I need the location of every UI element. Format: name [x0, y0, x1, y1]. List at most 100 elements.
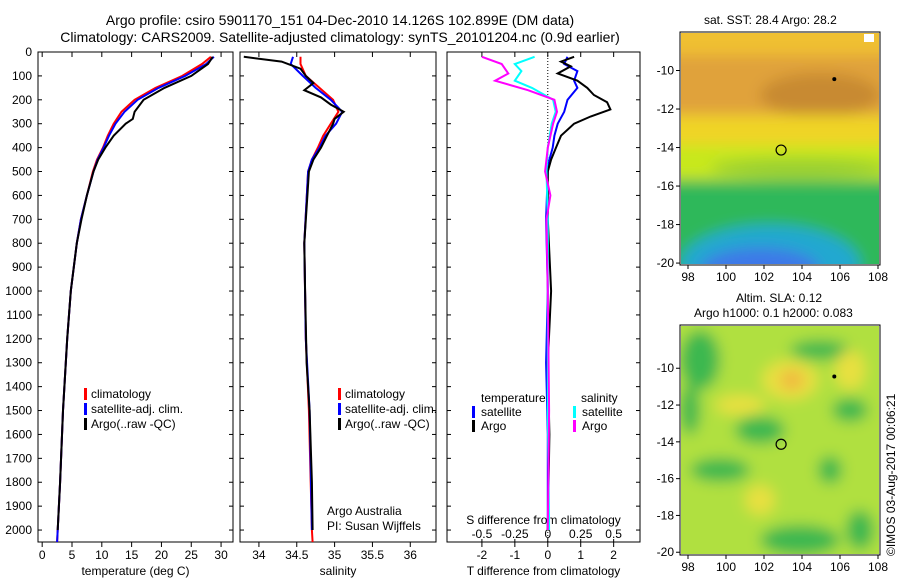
sst-field: [760, 73, 879, 117]
y-tick-label: 1000: [5, 284, 32, 298]
plot-frame: [446, 51, 641, 543]
x-tick-label: 35: [328, 548, 342, 562]
legend-label: Argo(..raw -QC): [91, 417, 176, 431]
lon-tick-label: 108: [868, 270, 888, 284]
profile-location-marker: [775, 438, 787, 450]
sla-low: [735, 416, 785, 444]
y-tick-label: 700: [12, 212, 32, 226]
map-field: [681, 33, 879, 264]
lat-tick-label: -20: [657, 545, 675, 559]
lon-tick-label: 102: [754, 270, 774, 284]
lon-tick-label: 100: [716, 270, 736, 284]
lat-tick-label: -12: [657, 398, 675, 412]
annotation-line1: Argo Australia: [327, 504, 402, 518]
sla-low: [760, 525, 840, 554]
sst-field: [702, 248, 818, 264]
x2-tick-label: 0: [544, 527, 551, 541]
x-tick-label: 34.5: [285, 548, 309, 562]
legend-label: Argo: [481, 419, 507, 433]
sla-low: [681, 385, 700, 435]
lat-tick-label: -10: [657, 64, 675, 78]
y-tick-label: 1700: [5, 451, 32, 465]
map-frame: [679, 31, 881, 266]
x2-axis-label: S difference from climatology: [466, 513, 621, 527]
lon-tick-label: 98: [681, 560, 695, 574]
sla-high: [780, 370, 804, 390]
sla-low: [790, 340, 850, 360]
legend-swatch: [84, 418, 87, 430]
x-tick-label: 10: [95, 548, 109, 562]
credit-text: ©IMOS 03-Aug-2017 00:06:21: [884, 393, 898, 556]
map-field: [681, 326, 879, 554]
x-tick-label: 5: [69, 548, 76, 562]
map-sst: 98 100 102 104 106 108 -10 -12 -14 -16 -18 -20: [657, 31, 888, 284]
y-tick-label: 1100: [6, 308, 32, 322]
x-axis-label: T difference from climatology: [467, 564, 621, 578]
plot-frame: [37, 51, 234, 543]
legend-label: satellite: [582, 405, 623, 419]
panel-difference: -2 -1 0 1 2 T difference from climatology S di…: [446, 51, 641, 578]
profile-location-marker: [775, 144, 787, 156]
y-tick-label: 100: [12, 69, 32, 83]
x-tick-label: 2: [610, 548, 617, 562]
y-tick-label: 500: [12, 165, 32, 179]
y-tick-label: 1500: [5, 404, 32, 418]
sst-missing-cell: [864, 34, 874, 42]
x2-tick-label: -0.25: [501, 527, 529, 541]
legend-swatch: [573, 420, 576, 432]
sla-high: [715, 395, 765, 415]
lon-tick-label: 108: [868, 560, 888, 574]
map-sla: 98 100 102 104 106 108 -10 -12 -14 -16 -18 -20: [657, 324, 888, 574]
sla-low: [818, 456, 842, 484]
x-axis-label: temperature (deg C): [81, 564, 189, 578]
legend-label: Argo(..raw -QC): [345, 417, 430, 431]
lon-tick-label: 98: [681, 270, 695, 284]
sla-high: [745, 485, 775, 515]
legend-heading: salinity: [581, 391, 618, 405]
map-field-blur: [681, 33, 879, 264]
lat-tick-label: -14: [657, 141, 675, 155]
lat-tick-label: -16: [657, 472, 675, 486]
legend-label: satellite-adj. clim.: [345, 402, 437, 416]
series-argo-raw-qc-: [56, 56, 214, 531]
lon-tick-label: 100: [716, 560, 736, 574]
legend-swatch: [573, 406, 576, 418]
sla-low: [681, 330, 720, 390]
lat-tick-label: -20: [657, 256, 675, 270]
x-tick-label: 34: [252, 548, 266, 562]
legend-label: climatology: [91, 387, 151, 401]
lat-tick-label: -10: [657, 361, 675, 375]
x-axis-label: salinity: [320, 564, 357, 578]
x-tick-label: -2: [477, 548, 488, 562]
island-marker: [832, 77, 837, 82]
figure-title-line1: Argo profile: csiro 5901170_151 04-Dec-2…: [105, 12, 575, 28]
x-tick-label: 36: [404, 548, 418, 562]
lat-tick-label: -18: [657, 508, 675, 522]
lat-tick-label: -18: [657, 218, 675, 232]
x-tick-label: -1: [510, 548, 521, 562]
series-temperature-argo: [546, 55, 612, 531]
legend-swatch: [472, 420, 475, 432]
y-tick-label: 1900: [5, 499, 32, 513]
x2-tick-label: 0.5: [605, 527, 622, 541]
y-tick-label: 1800: [5, 475, 32, 489]
sla-low: [690, 458, 750, 482]
lat-tick-label: -12: [657, 102, 675, 116]
x-tick-label: 15: [125, 548, 139, 562]
y-tick-label: 900: [12, 260, 32, 274]
lon-tick-label: 102: [754, 560, 774, 574]
y-tick-label: 200: [12, 93, 32, 107]
legend-label: Argo: [582, 419, 608, 433]
map-frame: [679, 324, 881, 556]
sst-field: [681, 115, 879, 145]
x-tick-label: 35.5: [361, 548, 385, 562]
lon-tick-label: 104: [792, 560, 812, 574]
lat-tick-label: -16: [657, 179, 675, 193]
plot-frame: [239, 51, 437, 543]
sst-map-label: sat. SST: 28.4 Argo: 28.2: [704, 13, 837, 27]
annotation-line2: PI: Susan Wijffels: [327, 519, 421, 533]
map-field-blur: [681, 326, 879, 554]
sla-map-label-line1: Altim. SLA: 0.12: [736, 291, 823, 305]
y-tick-label: 0: [25, 45, 32, 59]
